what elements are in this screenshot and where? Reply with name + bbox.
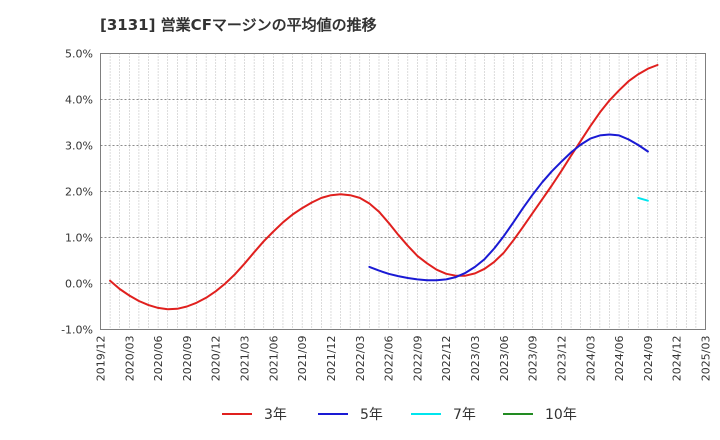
legend-label: 3年 xyxy=(264,407,287,423)
x-tick-label: 2020/03 xyxy=(123,336,136,382)
x-tick-label: 2023/09 xyxy=(527,336,540,382)
x-tick-label: 2023/06 xyxy=(498,336,511,382)
x-tick-label: 2023/03 xyxy=(469,336,482,382)
legend-label: 7年 xyxy=(453,407,476,423)
series-line-3年 xyxy=(109,64,659,311)
x-tick-label: 2020/09 xyxy=(181,336,194,382)
y-tick-label: -1.0% xyxy=(61,324,93,337)
y-tick-label: 3.0% xyxy=(65,140,93,153)
legend: 3年 5年 7年 10年 xyxy=(222,407,577,423)
y-tick-label: 1.0% xyxy=(65,232,93,245)
y-tick-label: 5.0% xyxy=(65,48,93,61)
x-tick-label: 2021/06 xyxy=(267,336,280,382)
x-tick-label: 2025/03 xyxy=(700,336,713,382)
x-tick-label: 2024/03 xyxy=(584,336,597,382)
y-tick-label: 2.0% xyxy=(65,186,93,199)
series-line-7年 xyxy=(637,196,649,202)
y-tick-label: 0.0% xyxy=(65,278,93,291)
series-line-5年 xyxy=(368,133,649,282)
x-tick-label: 2024/06 xyxy=(613,336,626,382)
x-tick-label: 2022/06 xyxy=(383,336,396,382)
legend-label: 5年 xyxy=(360,407,383,423)
series-lines xyxy=(109,64,659,311)
x-tick-label: 2024/09 xyxy=(642,336,655,382)
x-tick-label: 2022/09 xyxy=(411,336,424,382)
x-tick-label: 2019/12 xyxy=(95,336,108,382)
x-tick-label: 2020/06 xyxy=(152,336,165,382)
y-tick-label: 4.0% xyxy=(65,94,93,107)
legend-label: 10年 xyxy=(545,407,577,423)
x-tick-label: 2024/12 xyxy=(671,336,684,382)
grid-lines xyxy=(100,53,706,330)
axis-labels: -1.0% 0.0% 1.0% 2.0% 3.0% 4.0% 5.0% 2019/12 2020… xyxy=(61,48,712,382)
x-tick-label: 2021/09 xyxy=(296,336,309,382)
x-tick-label: 2022/12 xyxy=(440,336,453,382)
x-tick-label: 2020/12 xyxy=(210,336,223,382)
x-tick-label: 2021/03 xyxy=(239,336,252,382)
chart-title: [3131] 営業CFマージンの平均値の推移 xyxy=(100,16,377,34)
x-tick-label: 2022/03 xyxy=(354,336,367,382)
x-tick-label: 2023/12 xyxy=(555,336,568,382)
x-tick-label: 2021/12 xyxy=(325,336,338,382)
